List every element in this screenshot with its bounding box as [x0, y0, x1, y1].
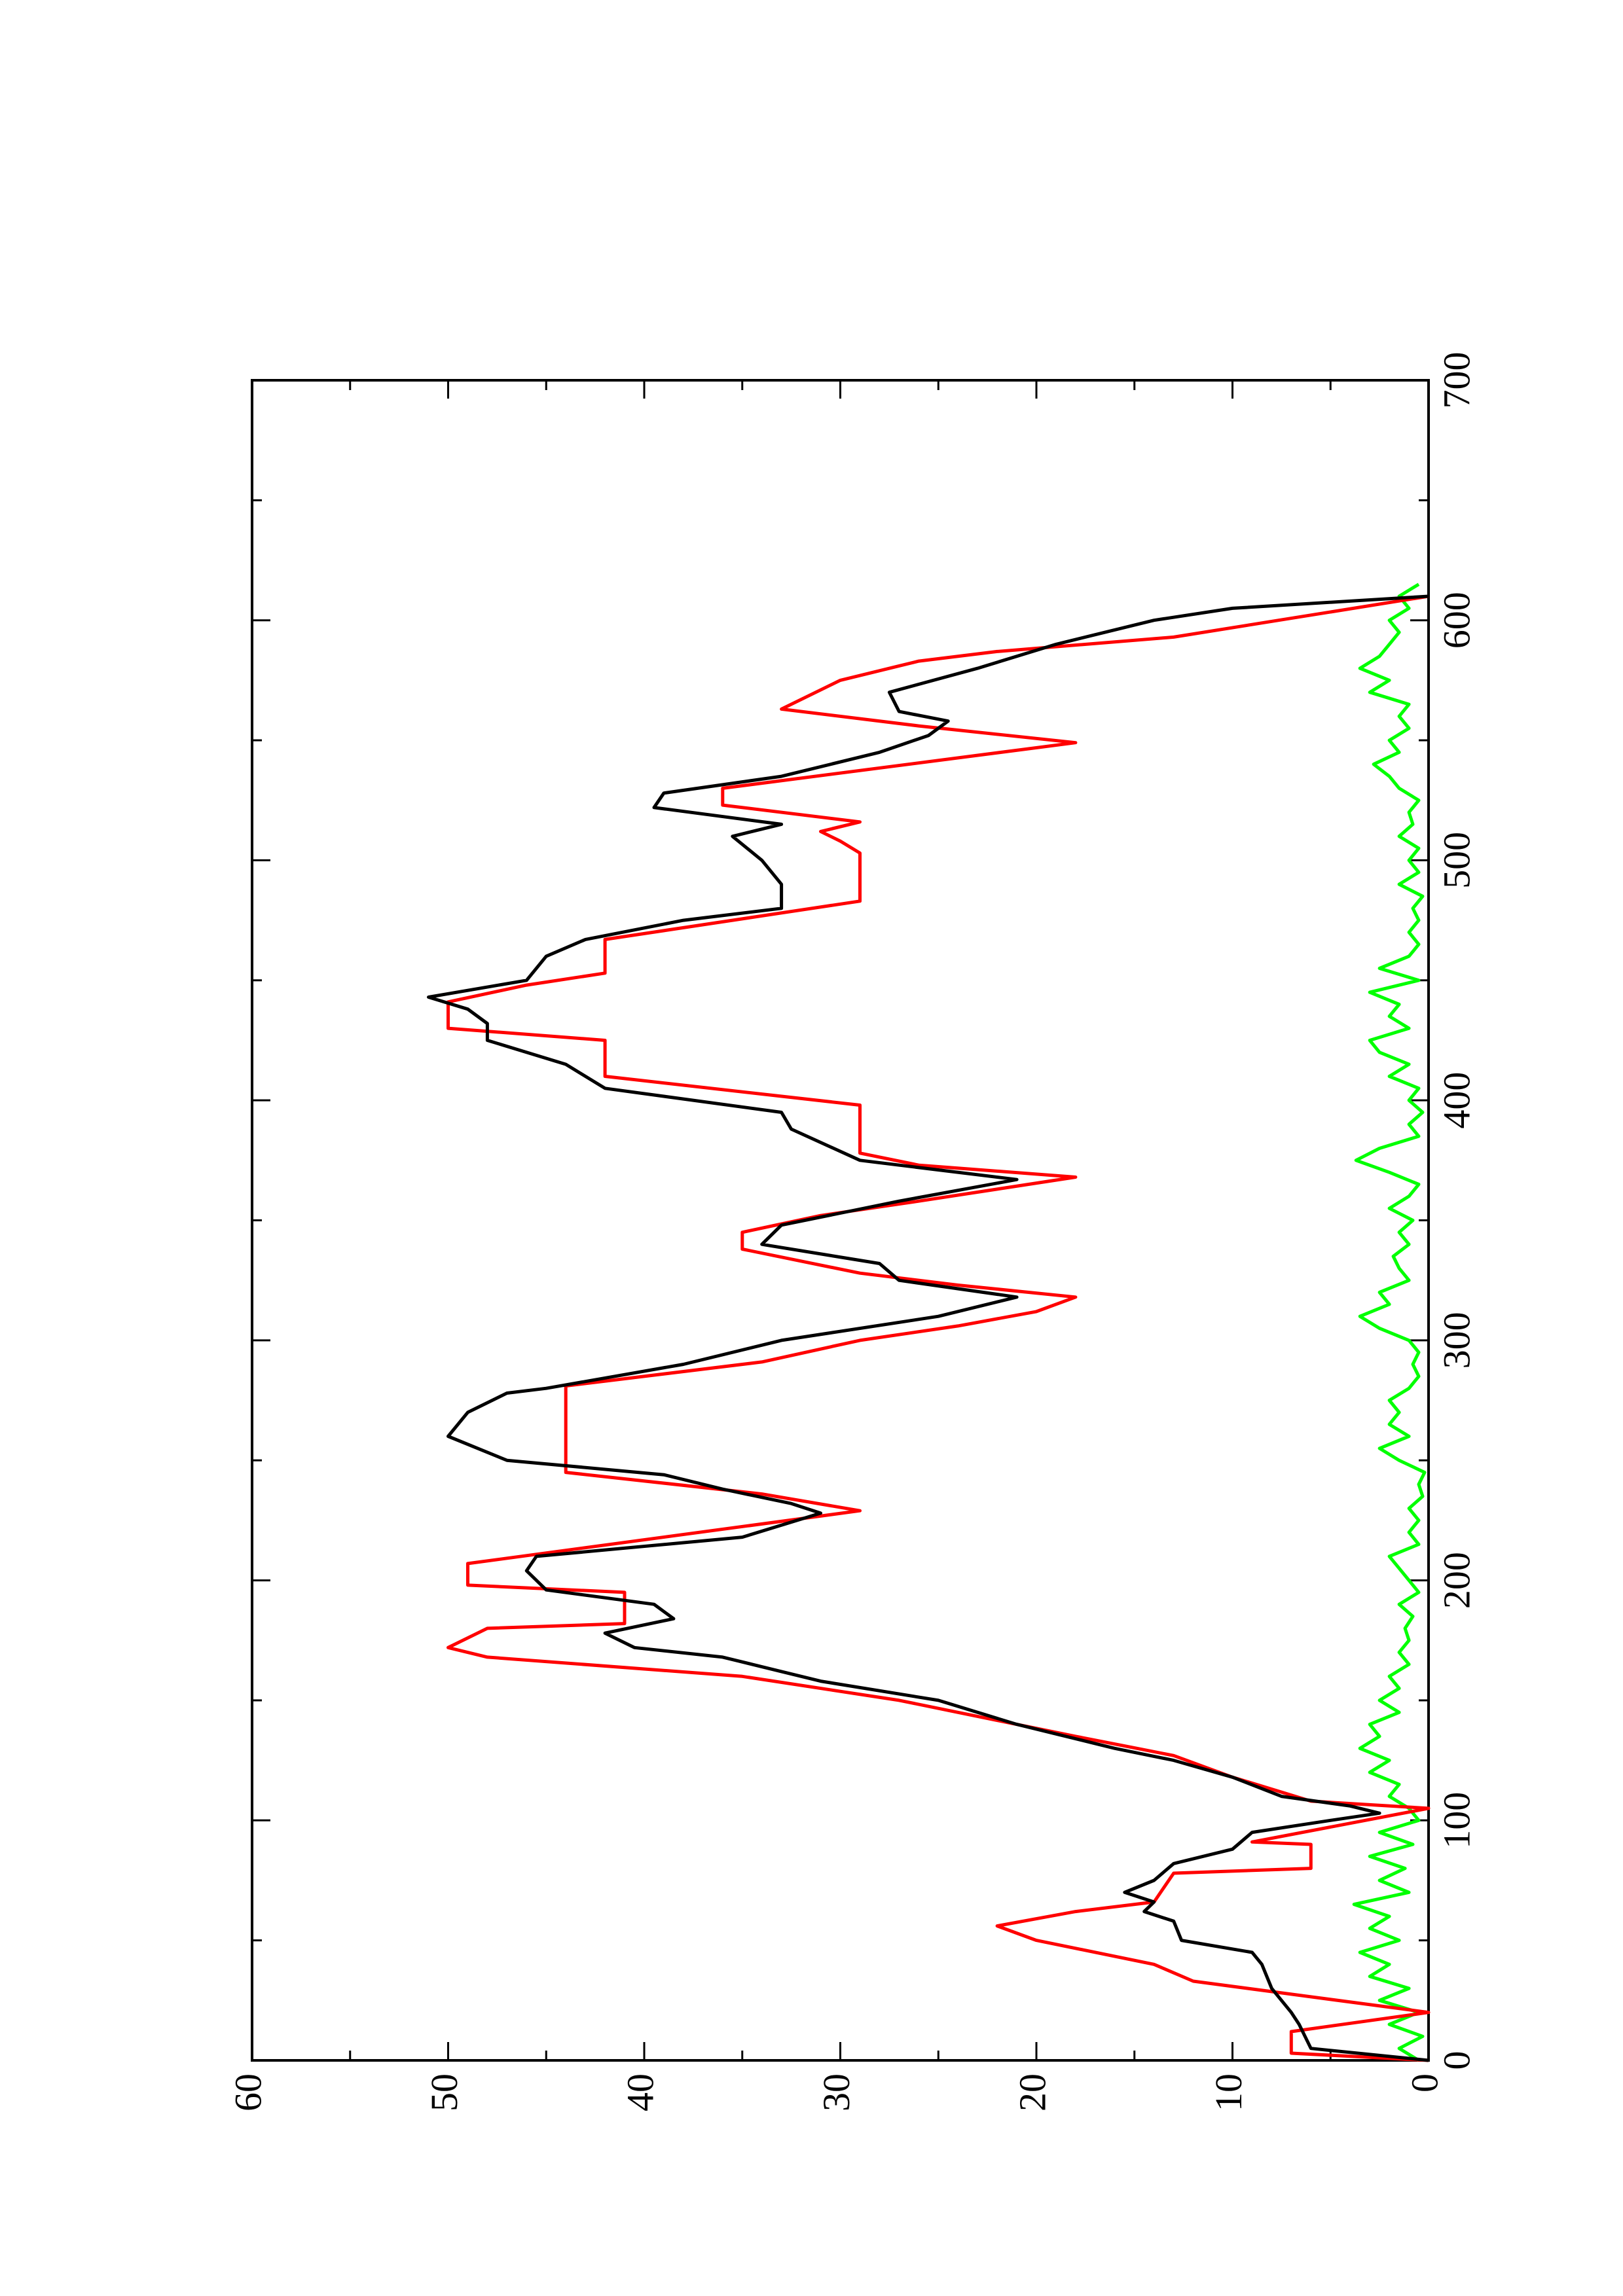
data-line	[1352, 583, 1427, 2062]
x-tick-label: 600	[1435, 592, 1478, 649]
x-tick-label: 100	[1435, 1792, 1478, 1849]
x-tick-label: 200	[1435, 1552, 1478, 1609]
data-line	[427, 594, 1429, 2062]
x-tick-label: 500	[1435, 832, 1478, 889]
y-tick-label: 30	[815, 2073, 858, 2111]
x-tick-label: 700	[1435, 352, 1478, 409]
y-tick-label: 10	[1207, 2073, 1250, 2111]
y-tick-label: 20	[1011, 2073, 1053, 2111]
x-tick-label: 400	[1435, 1072, 1478, 1129]
x-tick-label: 0	[1435, 2051, 1478, 2070]
y-tick-label: 50	[423, 2073, 465, 2111]
y-tick-label: 40	[619, 2073, 661, 2111]
y-tick-label: 60	[227, 2073, 269, 2111]
data-line	[447, 594, 1431, 2062]
x-tick-label: 300	[1435, 1312, 1478, 1369]
y-tick-label: 0	[1403, 2073, 1446, 2092]
